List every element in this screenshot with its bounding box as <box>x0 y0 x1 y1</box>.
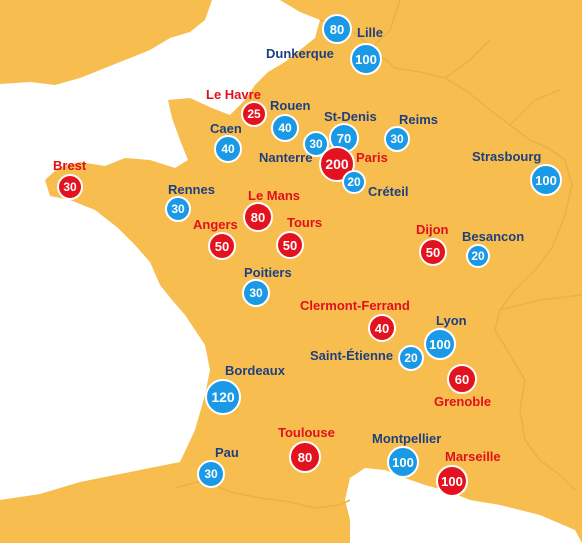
city-label-besancon: Besancon <box>462 229 525 244</box>
country-borders <box>174 0 582 509</box>
city-label-strasbourg: Strasbourg <box>472 149 542 164</box>
city-label-saint-etienne: Saint-Étienne <box>310 348 394 363</box>
city-label-le-mans: Le Mans <box>248 188 301 203</box>
city-badge-strasbourg: 100 <box>530 164 562 196</box>
city-label-dunkerque: Dunkerque <box>266 46 334 61</box>
city-badge-lyon: 100 <box>424 328 456 360</box>
corsica-landmass <box>560 492 582 530</box>
city-badge-angers: 50 <box>208 232 236 260</box>
city-label-toulouse: Toulouse <box>278 425 335 440</box>
city-label-montpellier: Montpellier <box>372 431 442 446</box>
city-badge-le-havre: 25 <box>241 101 267 127</box>
city-label-lyon: Lyon <box>436 313 467 328</box>
city-badge-grenoble: 60 <box>447 364 477 394</box>
city-label-st-denis: St-Denis <box>324 109 377 124</box>
city-label-pau: Pau <box>215 445 239 460</box>
city-label-clermont-ferrand: Clermont-Ferrand <box>300 298 410 313</box>
city-badge-besancon: 20 <box>466 244 490 268</box>
city-label-paris: Paris <box>356 150 388 165</box>
city-label-le-havre: Le Havre <box>206 87 261 102</box>
city-label-tours: Tours <box>287 215 323 230</box>
england-landmass <box>0 0 212 85</box>
city-badge-dijon: 50 <box>419 238 447 266</box>
city-label-nanterre: Nanterre <box>259 150 313 165</box>
city-label-creteil: Créteil <box>368 184 409 199</box>
city-badge-clermont-ferrand: 40 <box>368 314 396 342</box>
city-label-rouen: Rouen <box>270 98 311 113</box>
city-badge-rennes: 30 <box>165 196 191 222</box>
city-badge-pau: 30 <box>197 460 225 488</box>
city-label-poitiers: Poitiers <box>244 265 292 280</box>
city-badge-marseille: 100 <box>436 465 468 497</box>
city-badge-caen: 40 <box>214 135 242 163</box>
city-badge-creteil: 20 <box>342 170 366 194</box>
city-badge-le-mans: 80 <box>243 202 273 232</box>
city-label-dijon: Dijon <box>416 222 449 237</box>
city-label-grenoble: Grenoble <box>434 394 492 409</box>
city-badge-tours: 50 <box>276 231 304 259</box>
city-badge-poitiers: 30 <box>242 279 270 307</box>
city-badge-rouen: 40 <box>271 114 299 142</box>
city-badge-dunkerque: 80 <box>322 14 352 44</box>
city-badge-brest: 30 <box>57 174 83 200</box>
city-badge-reims: 30 <box>384 126 410 152</box>
city-badge-bordeaux: 120 <box>205 379 241 415</box>
city-label-reims: Reims <box>399 112 439 127</box>
city-badge-saint-etienne: 20 <box>398 345 424 371</box>
city-label-angers: Angers <box>193 217 238 232</box>
city-label-caen: Caen <box>210 121 242 136</box>
city-badge-montpellier: 100 <box>387 446 419 478</box>
city-label-rennes: Rennes <box>168 182 215 197</box>
city-badge-toulouse: 80 <box>289 441 321 473</box>
city-label-lille: Lille <box>357 25 384 40</box>
city-badge-lille: 100 <box>350 43 382 75</box>
city-label-brest: Brest <box>53 158 87 173</box>
city-label-marseille: Marseille <box>445 449 501 464</box>
city-label-bordeaux: Bordeaux <box>225 363 285 378</box>
